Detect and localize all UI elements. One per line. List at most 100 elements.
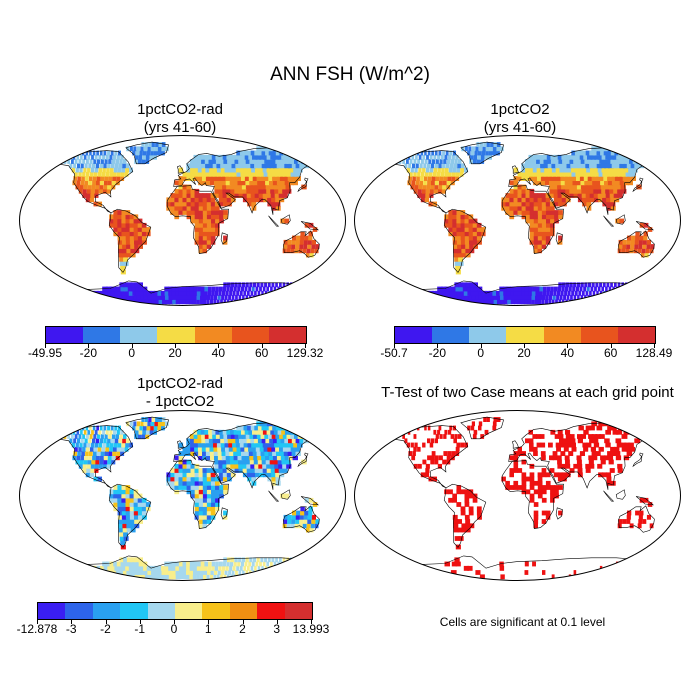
grid-cell [294, 295, 296, 300]
grid-cell [282, 248, 287, 254]
grid-cell [284, 455, 290, 461]
grid-cell [461, 146, 465, 152]
grid-cell [145, 429, 150, 435]
grid-cell [464, 489, 470, 495]
grid-cell [126, 146, 130, 152]
grid-cell [168, 574, 174, 580]
grid-cell [317, 429, 325, 435]
grid-cell [603, 159, 609, 164]
grid-cell [465, 248, 471, 254]
grid-cell [227, 282, 231, 288]
grid-cell [122, 519, 127, 524]
grid-cell [521, 472, 527, 478]
grid-cell [75, 442, 79, 448]
grid-cell [242, 468, 248, 473]
grid-cell [142, 286, 148, 292]
grid-cell [206, 201, 212, 207]
colorbar-2-label: 60 [603, 346, 618, 360]
grid-cell [546, 290, 550, 296]
grid-cell [286, 463, 292, 469]
grid-cell [204, 154, 210, 160]
grid-cell [545, 514, 551, 520]
grid-cell [202, 451, 207, 456]
grid-cell [227, 434, 233, 439]
grid-cell [56, 159, 59, 164]
grid-cell [529, 485, 535, 490]
grid-cell [262, 154, 269, 160]
grid-cell [541, 222, 547, 228]
grid-cell [279, 434, 285, 439]
grid-cell [521, 476, 527, 482]
grid-cell [521, 295, 525, 300]
grid-cell [124, 171, 129, 177]
grid-cell [490, 299, 495, 305]
grid-cell [643, 295, 645, 300]
grid-cell [476, 159, 481, 164]
grid-cell [165, 295, 170, 300]
panel-3-title-line1: 1pctCO2-rad [137, 375, 223, 392]
grid-cell [421, 188, 426, 194]
grid-cell [246, 468, 252, 473]
grid-cell [630, 244, 635, 249]
grid-cell [597, 286, 601, 292]
grid-cell [93, 201, 98, 207]
grid-cell [79, 574, 87, 580]
grid-cell [185, 299, 190, 305]
grid-cell [298, 523, 303, 529]
grid-cell [134, 519, 139, 524]
grid-cell [250, 188, 256, 194]
grid-cell [614, 446, 620, 452]
grid-cell [410, 184, 415, 190]
grid-cell [418, 299, 426, 305]
grid-cell [633, 299, 635, 305]
grid-cell [194, 485, 200, 490]
grid-cell [97, 446, 102, 452]
grid-cell [203, 574, 207, 580]
grid-cell [261, 299, 263, 305]
grid-cell [541, 231, 547, 237]
grid-cell [616, 167, 623, 173]
grid-cell [125, 493, 131, 499]
grid-cell [622, 176, 629, 181]
grid-cell [277, 184, 283, 190]
grid-cell [602, 171, 608, 177]
grid-cell [198, 176, 203, 181]
grid-cell [521, 176, 526, 181]
map-panel-1 [19, 135, 346, 306]
grid-cell [186, 561, 191, 567]
grid-cell [126, 295, 132, 300]
grid-cell [440, 286, 447, 292]
grid-cell [557, 193, 563, 198]
grid-cell [314, 154, 321, 160]
grid-cell [214, 295, 218, 300]
grid-cell [281, 299, 283, 305]
grid-cell [614, 282, 617, 288]
grid-cell [243, 290, 247, 296]
grid-cell [133, 227, 139, 232]
grid-cell [71, 167, 75, 173]
grid-cell [254, 463, 260, 469]
grid-cell [445, 299, 452, 305]
grid-cell [211, 231, 216, 237]
grid-cell [245, 570, 249, 575]
grid-cell [121, 506, 127, 512]
colorbar-1-label: 60 [254, 346, 269, 360]
grid-cell [411, 180, 416, 186]
grid-cell [196, 295, 201, 300]
grid-cell [408, 295, 416, 300]
grid-cell [413, 446, 417, 452]
grid-cell [524, 570, 529, 575]
grid-cell [133, 235, 139, 241]
grid-cell [293, 557, 297, 563]
grid-cell [424, 425, 427, 431]
grid-cell [117, 485, 122, 490]
grid-cell [164, 286, 169, 292]
grid-cell [274, 442, 280, 448]
grid-cell [129, 218, 135, 224]
grid-cell [513, 205, 519, 211]
grid-cell [232, 290, 236, 296]
grid-cell [652, 429, 660, 435]
grid-cell [293, 425, 301, 431]
grid-cell [626, 519, 631, 524]
grid-cell [117, 442, 122, 448]
